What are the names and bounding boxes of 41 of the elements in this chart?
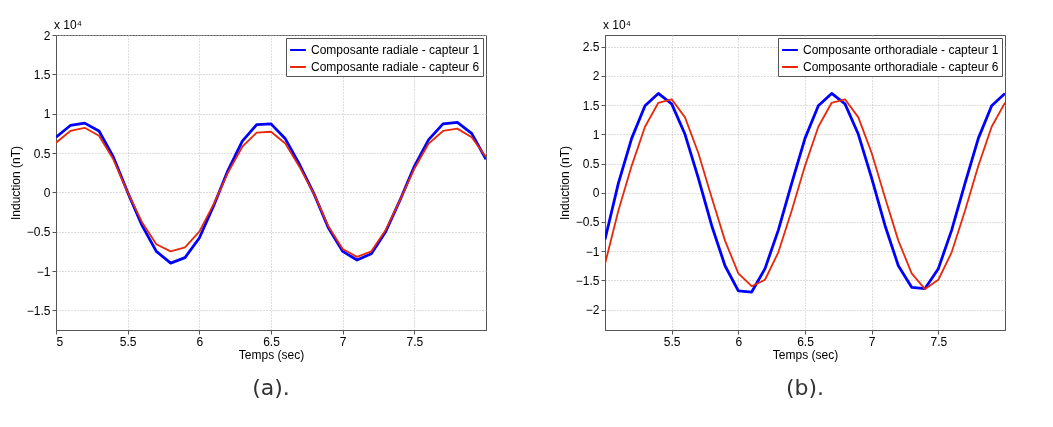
- y-tick-label: 0: [592, 186, 600, 201]
- y-tick-label: −0.5: [575, 215, 600, 230]
- legend-label: Composante orthoradiale - capteur 1: [803, 43, 999, 57]
- x-tick-label: 5.5: [119, 334, 137, 349]
- legend-label: Composante radiale - capteur 1: [311, 43, 480, 57]
- y-axis-title: Induction (nT): [557, 145, 572, 221]
- legend-label: Composante radiale - capteur 6: [311, 60, 480, 74]
- x-tick-label: 5: [56, 334, 64, 349]
- y-tick-label: −1.5: [26, 303, 51, 318]
- text: x 10⁴: [603, 18, 631, 32]
- x-tick-label: 6.5: [797, 334, 815, 349]
- x-axis-title: Temps (sec): [772, 347, 839, 362]
- y-axis-title: Induction (nT): [8, 145, 23, 221]
- x-tick-label: 6.5: [263, 334, 281, 349]
- y-tick-label: 0: [43, 185, 51, 200]
- y-tick-label: −2: [585, 303, 600, 318]
- text: (b).: [785, 375, 825, 400]
- text: x 10⁴: [54, 18, 82, 32]
- y-tick-label: 1: [592, 127, 600, 142]
- x-tick-label: 6: [735, 334, 743, 349]
- y-tick-label: −1: [36, 264, 51, 279]
- y-tick-label: −0.5: [26, 225, 51, 240]
- x-tick-label: 7: [868, 334, 876, 349]
- x-tick-label: 7: [339, 334, 347, 349]
- y-tick-label: −1.5: [575, 273, 600, 288]
- x-axis-title: Temps (sec): [238, 347, 305, 362]
- y-tick-label: 2: [43, 28, 51, 43]
- y-tick-label: 0.5: [33, 146, 51, 161]
- x-tick-label: 5.5: [663, 334, 681, 349]
- y-tick-label: 2: [592, 69, 600, 84]
- y-tick-label: 1: [43, 107, 51, 122]
- y-tick-label: 2.5: [582, 40, 600, 55]
- text: (a).: [252, 375, 290, 400]
- x-tick-label: 7.5: [930, 334, 948, 349]
- y-tick-label: 1.5: [33, 67, 51, 82]
- y-tick-label: 1.5: [582, 98, 600, 113]
- x-tick-label: 6: [196, 334, 204, 349]
- y-tick-label: −1: [585, 244, 600, 259]
- legend-label: Composante orthoradiale - capteur 6: [803, 60, 999, 74]
- y-tick-label: 0.5: [582, 157, 600, 172]
- x-tick-label: 7.5: [406, 334, 424, 349]
